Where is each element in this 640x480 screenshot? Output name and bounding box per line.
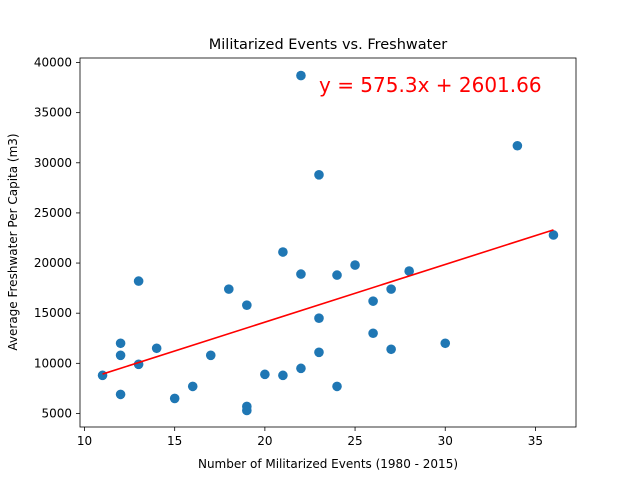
data-point xyxy=(151,343,162,354)
y-tick-label: 15000 xyxy=(34,306,72,320)
y-axis: 5000 10000 15000 20000 25000 30000 35000 40000 xyxy=(34,56,80,420)
data-point xyxy=(368,296,378,306)
data-point xyxy=(314,347,324,358)
data-point xyxy=(260,369,270,380)
data-point xyxy=(548,230,559,240)
chart-title: Militarized Events vs. Freshwater xyxy=(209,37,448,53)
x-tick-label: 35 xyxy=(528,434,543,448)
data-point xyxy=(242,300,252,310)
x-axis: 10 15 20 25 30 35 xyxy=(77,427,543,448)
x-tick-label: 10 xyxy=(77,434,92,448)
data-point xyxy=(332,381,342,392)
data-point xyxy=(368,328,378,339)
data-point xyxy=(187,381,198,392)
y-axis-label: Average Freshwater Per Capita (m3) xyxy=(6,133,20,350)
data-point xyxy=(205,350,216,361)
data-point xyxy=(386,344,396,355)
data-point xyxy=(115,350,126,361)
data-point xyxy=(169,393,180,404)
data-point xyxy=(224,284,234,294)
y-tick-label: 25000 xyxy=(34,206,72,220)
data-point xyxy=(115,389,126,400)
regression-line xyxy=(102,229,554,375)
y-tick-label: 20000 xyxy=(34,256,72,270)
x-tick-label: 15 xyxy=(167,434,182,448)
data-point xyxy=(512,140,523,151)
data-point xyxy=(133,276,144,286)
x-tick-label: 20 xyxy=(257,434,272,448)
x-axis-label: Number of Militarized Events (1980 - 201… xyxy=(198,457,458,471)
data-point xyxy=(440,338,451,349)
plot-area xyxy=(79,57,577,428)
data-point xyxy=(296,269,306,279)
y-tick-label: 5000 xyxy=(41,406,72,420)
data-point xyxy=(296,363,306,374)
data-point xyxy=(115,338,126,349)
x-tick-label: 25 xyxy=(347,434,362,448)
x-tick-label: 30 xyxy=(438,434,453,448)
data-point xyxy=(97,370,108,381)
data-point xyxy=(242,405,252,416)
y-tick-label: 40000 xyxy=(34,56,72,70)
data-point xyxy=(314,313,324,324)
regression-equation: y = 575.3x + 2601.66 xyxy=(319,73,542,97)
y-tick-label: 10000 xyxy=(34,356,72,370)
data-point xyxy=(296,70,306,81)
data-point xyxy=(404,266,414,276)
data-point xyxy=(350,260,360,270)
data-point xyxy=(278,370,288,381)
plot-frame xyxy=(79,57,577,428)
data-point xyxy=(278,247,288,257)
data-point xyxy=(314,170,324,180)
data-point xyxy=(386,284,396,294)
y-tick-label: 30000 xyxy=(34,156,72,170)
y-tick-label: 35000 xyxy=(34,106,72,120)
data-point xyxy=(332,270,342,280)
